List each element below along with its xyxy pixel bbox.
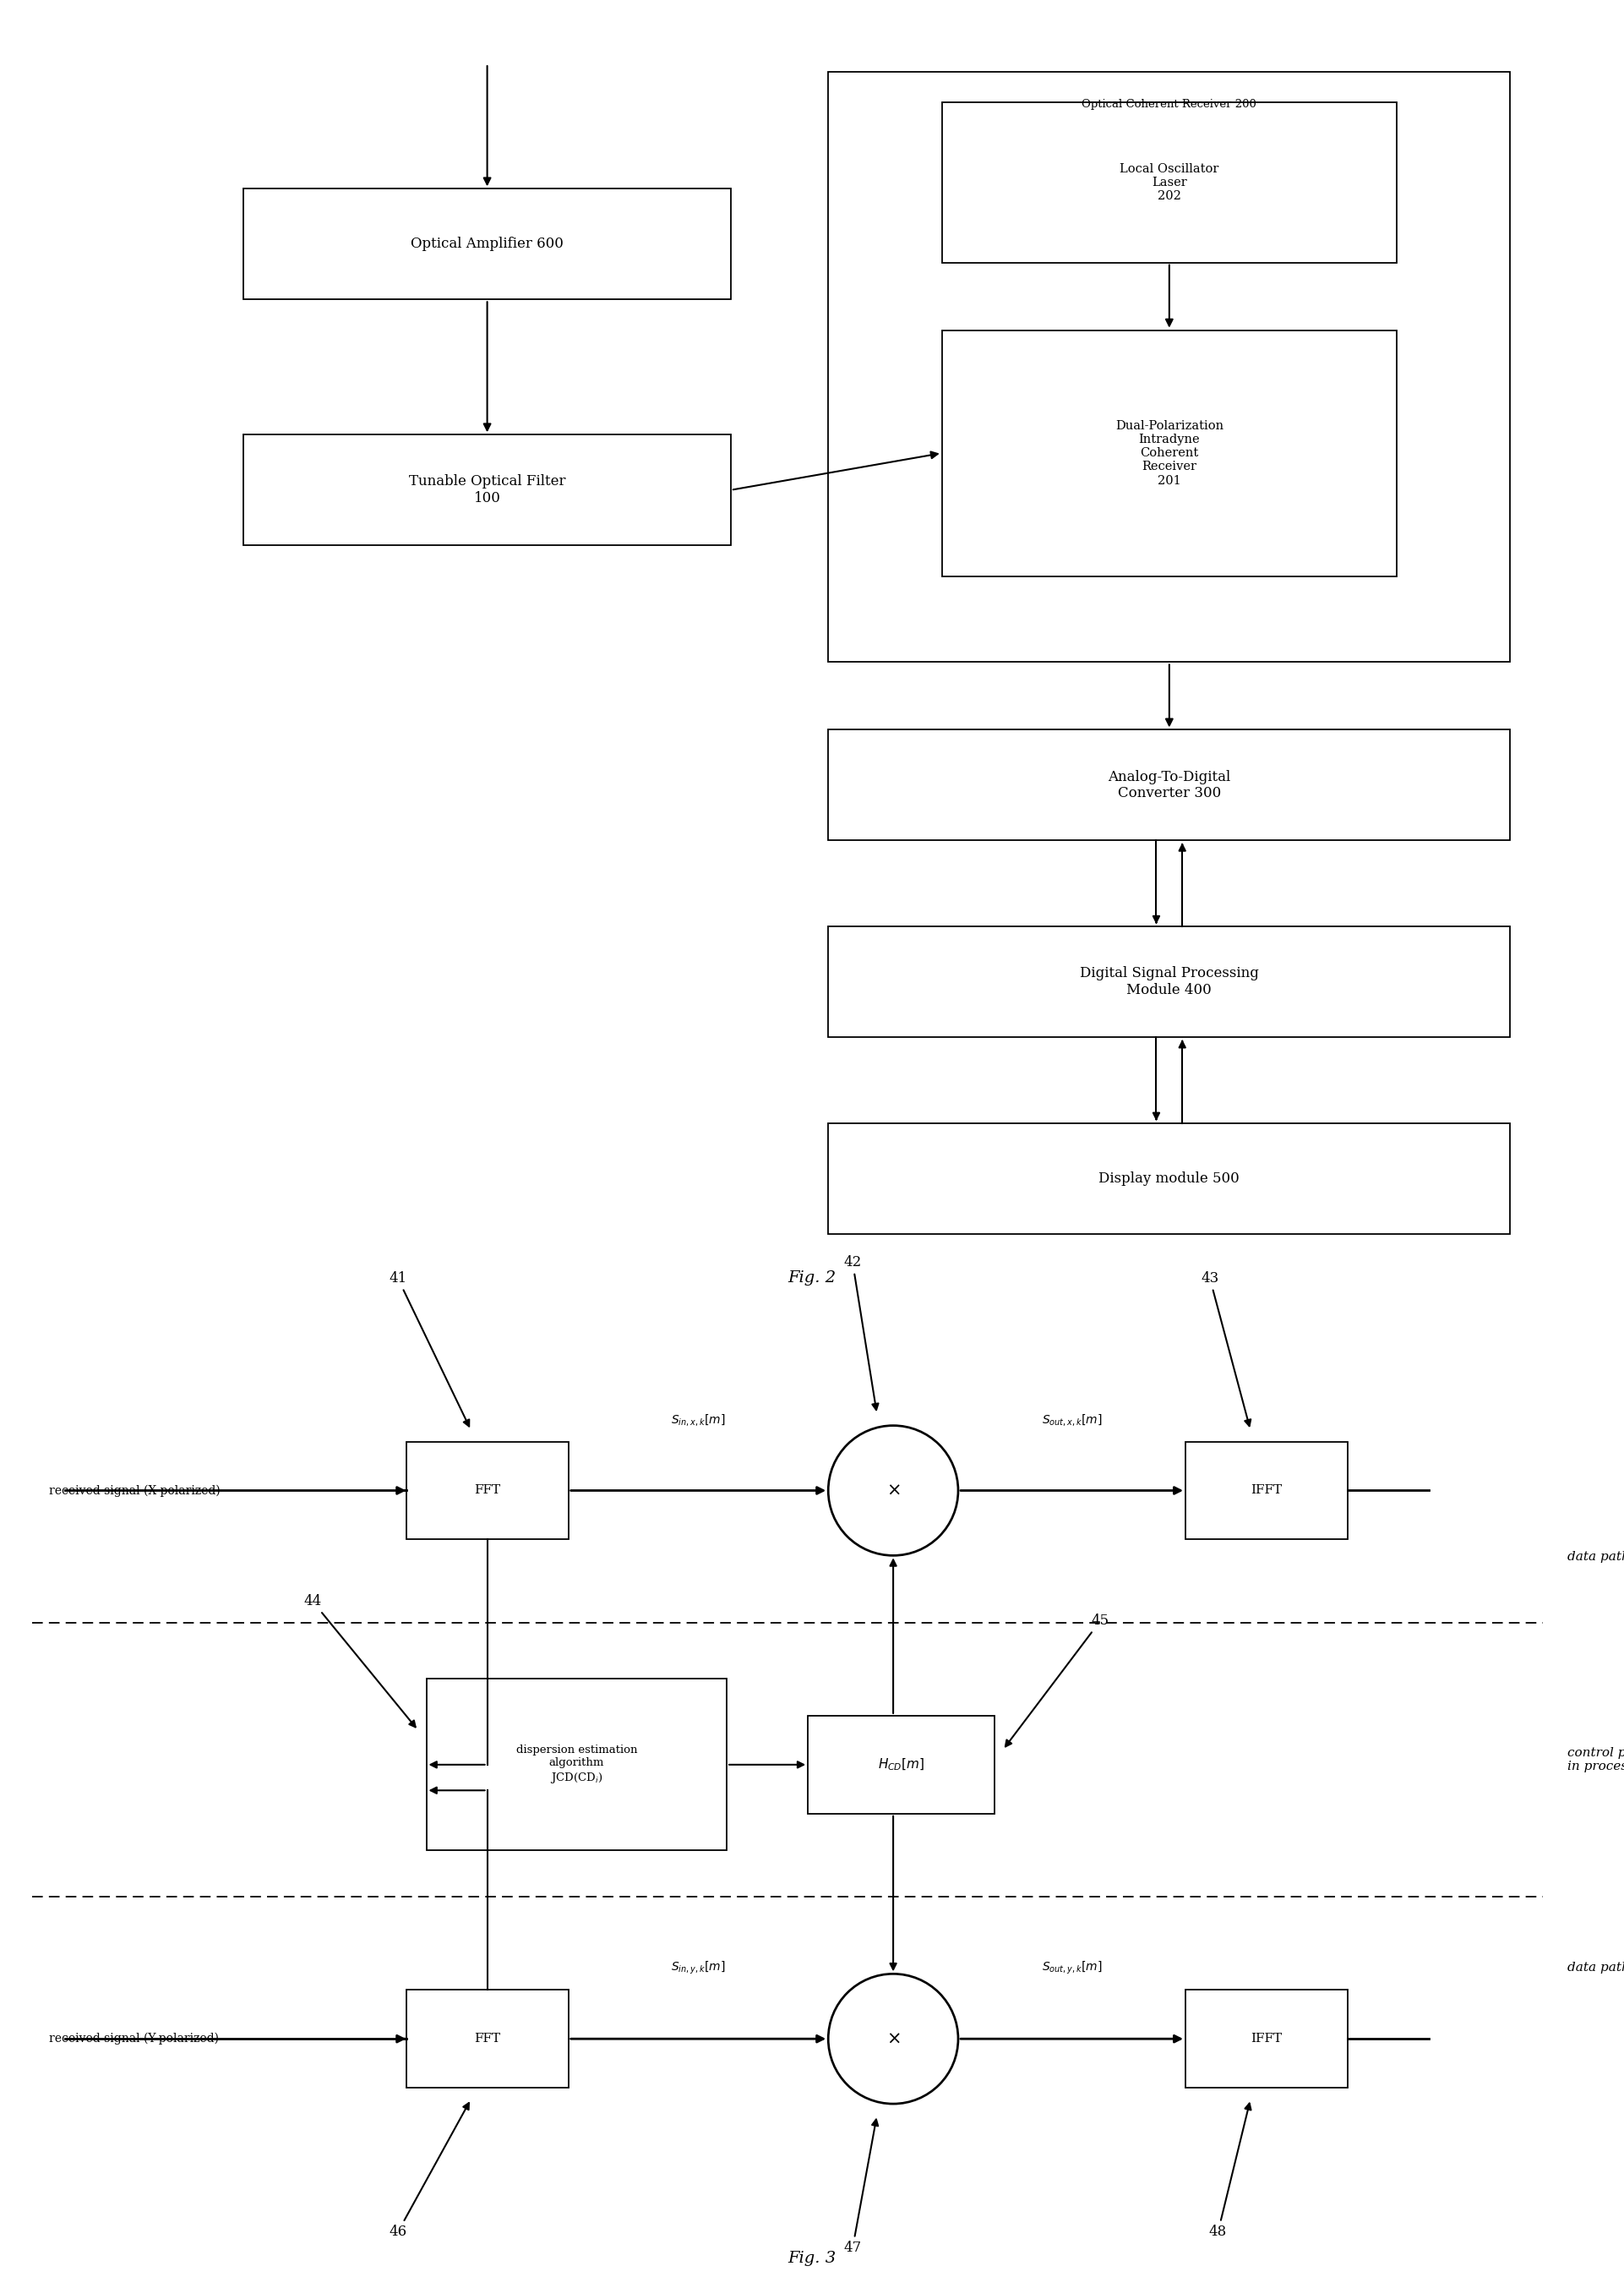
Bar [406,1990,568,2088]
Text: $S_{out,x,k}[m]$: $S_{out,x,k}[m]$ [1041,1412,1103,1428]
Text: dispersion estimation
algorithm
JCD(CD$_i$): dispersion estimation algorithm JCD(CD$_… [516,1744,637,1785]
Text: IFFT: IFFT [1250,1485,1283,1496]
Text: Fig. 3: Fig. 3 [788,2250,836,2266]
Text: 47: 47 [843,2120,879,2254]
Bar [942,102,1397,262]
Bar [828,927,1510,1038]
Bar [1186,1990,1348,2088]
Text: FFT: FFT [474,2033,500,2045]
Bar [1186,1441,1348,1539]
Text: 43: 43 [1200,1271,1250,1425]
Ellipse shape [828,1974,958,2104]
Text: Optical Coherent Receiver 200: Optical Coherent Receiver 200 [1082,100,1257,109]
Bar [828,1123,1510,1234]
Bar [244,189,731,301]
Bar [828,729,1510,840]
Text: data path: data path [1567,1963,1624,1974]
Text: received signal (X-polarized): received signal (X-polarized) [49,1485,219,1496]
Text: control path
in processor: control path in processor [1567,1746,1624,1772]
Text: 48: 48 [1208,2104,1250,2238]
Text: FFT: FFT [474,1485,500,1496]
Bar [809,1717,994,1812]
Bar [406,1441,568,1539]
Text: Local Oscillator
Laser
202: Local Oscillator Laser 202 [1119,164,1220,203]
Text: $S_{in,y,k}[m]$: $S_{in,y,k}[m]$ [671,1960,726,1976]
Text: 46: 46 [390,2104,469,2238]
Bar [425,1678,728,1851]
Text: 41: 41 [388,1271,469,1425]
Text: Optical Amplifier 600: Optical Amplifier 600 [411,237,564,250]
Text: Fig. 2: Fig. 2 [788,1271,836,1287]
Text: IFFT: IFFT [1250,2033,1283,2045]
Text: $\times$: $\times$ [887,2031,900,2047]
Text: $S_{out,y,k}[m]$: $S_{out,y,k}[m]$ [1041,1960,1103,1976]
Text: 45: 45 [1005,1614,1109,1746]
Text: $H_{CD}[m]$: $H_{CD}[m]$ [879,1758,924,1772]
Bar [828,73,1510,663]
Text: data path: data path [1567,1551,1624,1562]
Ellipse shape [828,1425,958,1555]
Text: Analog-To-Digital
Converter 300: Analog-To-Digital Converter 300 [1108,770,1231,802]
Bar [244,435,731,544]
Text: $\times$: $\times$ [887,1482,900,1498]
Text: Tunable Optical Filter
100: Tunable Optical Filter 100 [409,474,565,505]
Text: Dual-Polarization
Intradyne
Coherent
Receiver
201: Dual-Polarization Intradyne Coherent Rec… [1116,419,1223,487]
Text: Digital Signal Processing
Module 400: Digital Signal Processing Module 400 [1080,965,1259,997]
Text: $S_{in,x,k}[m]$: $S_{in,x,k}[m]$ [671,1412,726,1428]
Text: Display module 500: Display module 500 [1099,1170,1239,1186]
Bar [942,330,1397,576]
Text: received signal (Y-polarized): received signal (Y-polarized) [49,2033,219,2045]
Text: 44: 44 [304,1594,416,1726]
Text: 42: 42 [843,1255,879,1409]
